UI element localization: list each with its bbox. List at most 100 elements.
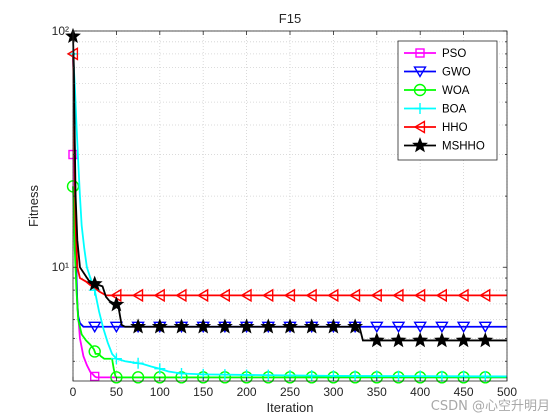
legend-item-hho: HHO [404, 120, 468, 134]
y-axis-label: Fitness [26, 185, 41, 227]
data-point [370, 288, 382, 303]
data-point [413, 66, 427, 78]
data-point [306, 370, 318, 382]
data-point [435, 288, 447, 303]
legend-item-mshho: MSHHO [404, 137, 485, 153]
data-point [347, 318, 364, 334]
axis-ticks: 0 50 100 150 200 250 300 350 400 450 500 10¹ 10² [52, 24, 518, 399]
data-point [108, 296, 125, 312]
x-tick-label: 400 [410, 385, 430, 399]
watermark: CSDN @心空升明月 [430, 399, 550, 414]
data-point [89, 371, 100, 382]
data-point [436, 370, 448, 382]
data-point [413, 120, 426, 134]
data-point [370, 321, 384, 334]
legend-item-pso: PSO [404, 48, 466, 60]
data-point [303, 318, 320, 334]
data-point [88, 345, 101, 358]
series-line [72, 53, 508, 378]
series-mshho [65, 27, 507, 348]
data-point [262, 369, 274, 381]
data-point [368, 332, 385, 348]
legend-label: WOA [442, 85, 470, 97]
data-point [392, 288, 404, 303]
data-point [132, 357, 144, 369]
data-point [240, 288, 252, 303]
data-point [305, 288, 317, 303]
data-point [413, 83, 427, 97]
legend-item-gwo: GWO [404, 66, 471, 79]
data-point [479, 370, 491, 382]
data-point [414, 103, 426, 114]
data-point [455, 332, 472, 348]
data-point [238, 318, 255, 334]
data-point [435, 321, 449, 334]
data-point [196, 288, 209, 303]
data-point [87, 321, 102, 334]
legend-label: GWO [442, 67, 471, 79]
data-point [349, 370, 361, 382]
legend-box [397, 40, 498, 161]
series-line [72, 186, 507, 379]
x-tick-label: 50 [110, 385, 124, 399]
data-point [390, 332, 407, 348]
legend-item-boa: BOA [404, 103, 467, 116]
data-point [327, 288, 339, 303]
legend: PSO GWO WOA BOA HHO MSHHO [397, 40, 498, 161]
data-point [153, 288, 165, 303]
data-point [413, 288, 426, 303]
x-tick-label: 450 [454, 385, 474, 399]
data-point [391, 321, 406, 334]
data-point [110, 371, 123, 384]
legend-label: BOA [442, 104, 467, 116]
data-point [283, 288, 296, 303]
data-point [131, 371, 145, 384]
data-point [348, 288, 361, 303]
x-axis-label: Iteration [267, 400, 314, 415]
data-point [151, 318, 168, 334]
data-point [130, 318, 147, 334]
x-tick-label: 100 [150, 385, 170, 399]
x-tick-label: 200 [237, 385, 257, 399]
data-point [110, 353, 122, 365]
data-point [175, 288, 187, 303]
x-tick-label: 150 [193, 385, 213, 399]
data-point [109, 321, 124, 334]
data-point [433, 332, 450, 348]
data-point [457, 288, 469, 303]
data-point [456, 321, 471, 334]
data-point [260, 318, 277, 334]
x-tick-label: 500 [497, 385, 517, 399]
data-point [261, 288, 274, 303]
data-point [195, 318, 212, 334]
legend-label: PSO [442, 48, 466, 60]
data-point [477, 332, 494, 348]
data-point [393, 370, 404, 382]
chart-title: F15 [279, 11, 301, 26]
x-tick-label: 250 [280, 385, 300, 399]
data-point [176, 368, 187, 380]
y-tick-label: 10² [52, 24, 69, 38]
data-point [413, 321, 427, 334]
y-tick-label: 10¹ [52, 260, 69, 274]
data-point [478, 321, 493, 334]
data-point [412, 137, 428, 153]
data-point [412, 332, 429, 348]
legend-label: HHO [442, 122, 468, 134]
data-point [86, 275, 103, 291]
data-point [325, 318, 342, 334]
x-tick-label: 350 [367, 385, 387, 399]
data-point [131, 288, 144, 303]
data-point [415, 48, 425, 58]
legend-label: MSHHO [442, 141, 485, 153]
series-line [72, 36, 507, 342]
data-point [154, 363, 166, 375]
x-tick-label: 300 [323, 385, 343, 399]
legend-item-woa: WOA [404, 83, 470, 97]
data-point [173, 318, 190, 334]
data-point [216, 318, 233, 334]
data-point [218, 288, 231, 303]
data-point [219, 369, 231, 381]
data-point [478, 288, 491, 303]
